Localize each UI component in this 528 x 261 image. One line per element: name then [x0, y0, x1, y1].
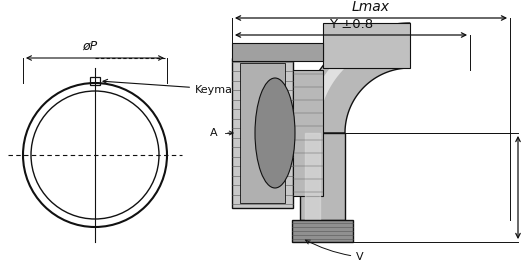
Text: Lmax: Lmax: [352, 0, 390, 14]
Text: Y ±0.8: Y ±0.8: [329, 18, 373, 31]
Text: A: A: [210, 128, 218, 138]
Bar: [323, 23, 410, 68]
Bar: [240, 63, 285, 203]
Bar: [90, 77, 100, 85]
Polygon shape: [300, 23, 410, 133]
Bar: [292, 220, 353, 242]
Text: Keymapping: Keymapping: [103, 79, 265, 95]
Text: V: V: [305, 240, 364, 261]
Bar: [232, 58, 293, 208]
Text: øP: øP: [82, 40, 98, 53]
Bar: [232, 43, 323, 61]
Text: R±0.8: R±0.8: [523, 169, 528, 206]
Polygon shape: [300, 133, 345, 220]
Bar: [293, 70, 323, 196]
Ellipse shape: [255, 78, 295, 188]
